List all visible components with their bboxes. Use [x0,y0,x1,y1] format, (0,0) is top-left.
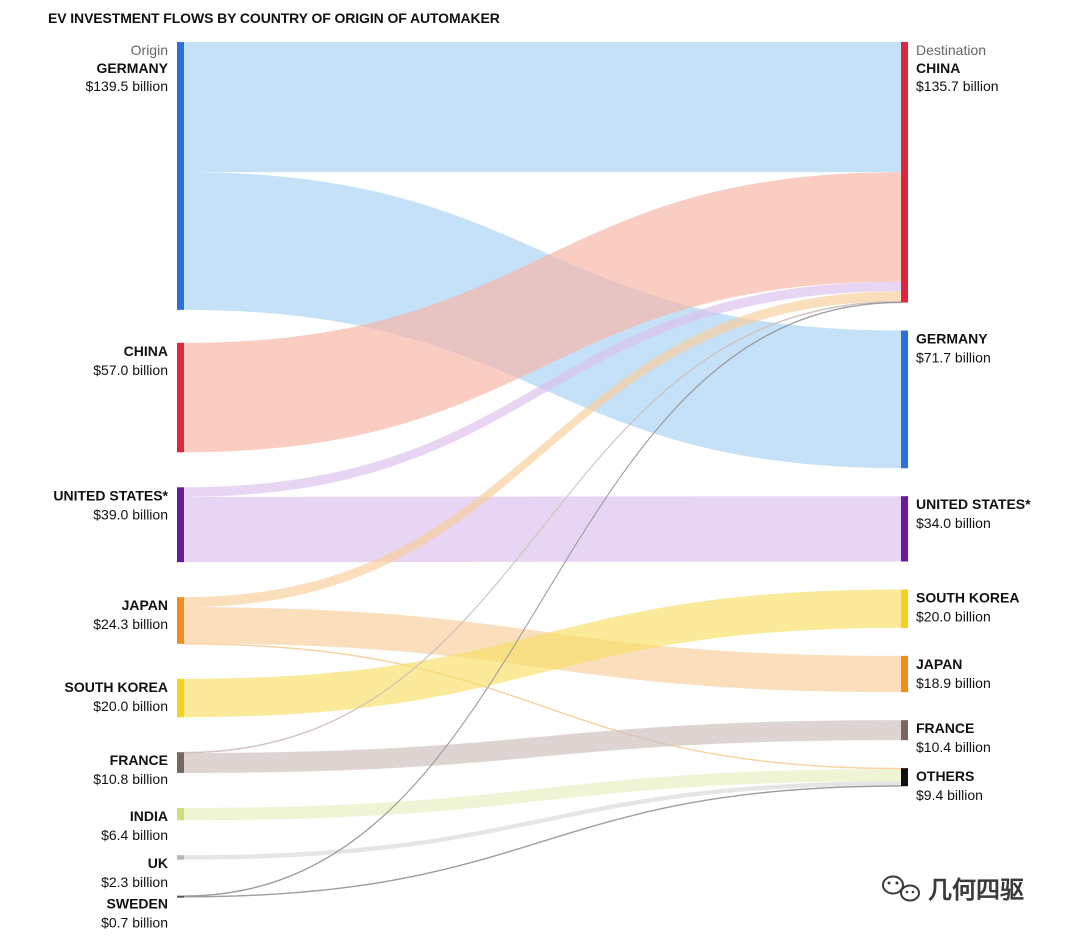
destination-label-others: OTHERS [916,768,974,784]
flow-japan-to-china [184,291,901,608]
origin-label-china: CHINA [124,343,168,359]
destination-label-japan: JAPAN [916,656,962,672]
origin-node-sweden [177,895,184,898]
destination-label-germany: GERMANY [916,331,988,347]
destination-label-skorea: SOUTH KOREA [916,589,1019,605]
destination-value-us: $34.0 billion [916,515,991,531]
origin-node-skorea [177,678,184,718]
origin-value-us: $39.0 billion [93,506,168,522]
destination-node-skorea [901,589,908,628]
labels-layer: Origin GERMANY $139.5 billion CHINA $57.0 bi… [53,42,1031,931]
origin-header: Origin [131,42,168,58]
destination-value-germany: $71.7 billion [916,350,991,366]
flow-us-to-china [184,281,901,497]
origin-value-uk: $2.3 billion [101,874,168,890]
origin-value-france: $10.8 billion [93,771,168,787]
flow-india-to-others [184,768,901,821]
destination-node-us [901,496,908,562]
flow-sweden-to-others [183,785,902,898]
watermark-text: 几何四驱 [928,877,1024,904]
destination-header: Destination [916,42,986,58]
flow-uk-to-others [184,781,901,860]
flows-layer [183,42,902,898]
destination-label-france: FRANCE [916,720,974,736]
destination-node-france [901,720,908,741]
origin-label-germany: GERMANY [96,60,168,76]
origin-value-germany: $139.5 billion [85,78,168,94]
destination-label-china: CHINA [916,60,960,76]
origin-label-india: INDIA [130,808,168,824]
origin-value-sweden: $0.7 billion [101,915,168,931]
flow-germany-to-china [184,42,901,173]
origin-label-sweden: SWEDEN [107,896,168,912]
destination-value-skorea: $20.0 billion [916,608,991,624]
origin-label-uk: UK [148,855,168,871]
nodes-layer [177,42,908,898]
origin-node-india [177,807,184,821]
origin-value-skorea: $20.0 billion [93,698,168,714]
origin-node-uk [177,855,184,860]
destination-value-china: $135.7 billion [916,78,999,94]
flow-sweden-to-china [183,301,902,897]
destination-value-france: $10.4 billion [916,739,991,755]
flow-china-to-china [184,172,901,453]
destination-node-others [901,768,908,787]
watermark: 几何四驱 [882,875,1024,904]
origin-node-us [177,487,184,563]
chart-title: EV INVESTMENT FLOWS BY COUNTRY OF ORIGIN… [48,10,500,26]
origin-label-us: UNITED STATES* [53,487,168,503]
origin-node-china [177,342,184,453]
destination-node-china [901,42,908,303]
destination-node-germany [901,330,908,469]
flow-us-to-us [184,496,901,563]
wechat-icon [882,875,920,902]
flow-france-to-france [184,720,901,773]
origin-value-japan: $24.3 billion [93,616,168,632]
destination-value-others: $9.4 billion [916,787,983,803]
destination-value-japan: $18.9 billion [916,675,991,691]
origin-label-france: FRANCE [110,752,168,768]
origin-node-japan [177,597,184,644]
destination-label-us: UNITED STATES* [916,496,1031,512]
origin-node-france [177,752,184,773]
origin-label-skorea: SOUTH KOREA [65,679,168,695]
origin-node-germany [177,42,184,310]
origin-value-india: $6.4 billion [101,827,168,843]
flow-skorea-to-skorea [184,589,901,718]
origin-label-japan: JAPAN [122,597,168,613]
origin-value-china: $57.0 billion [93,362,168,378]
destination-node-japan [901,655,908,693]
